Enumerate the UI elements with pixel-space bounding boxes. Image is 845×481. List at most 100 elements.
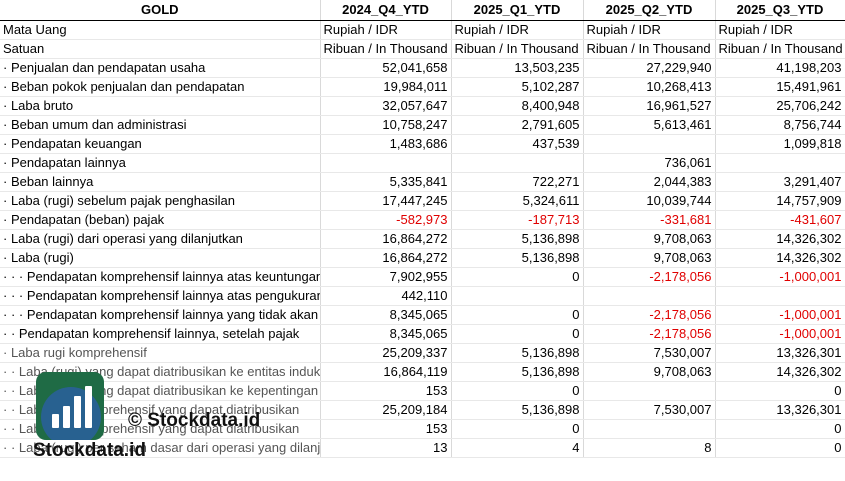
value-cell[interactable]: 10,268,413 (583, 77, 716, 97)
value-cell[interactable]: 14,326,302 (715, 362, 845, 382)
value-cell[interactable] (715, 286, 845, 306)
row-label[interactable]: · Laba (rugi) dari operasi yang dilanjut… (0, 229, 321, 249)
value-cell[interactable]: 5,613,461 (583, 115, 716, 135)
value-cell[interactable]: -1,000,001 (715, 305, 845, 325)
row-label[interactable]: · · Laba (rugi) per saham dasar dari ope… (0, 438, 321, 458)
value-cell[interactable]: 0 (451, 305, 584, 325)
row-label[interactable]: · Laba (rugi) (0, 248, 321, 268)
value-cell[interactable]: -2,178,056 (583, 267, 716, 287)
row-label[interactable]: · Penjualan dan pendapatan usaha (0, 58, 321, 78)
value-cell[interactable]: 14,326,302 (715, 248, 845, 268)
value-cell[interactable]: 7,530,007 (583, 400, 716, 420)
value-cell[interactable]: 10,758,247 (320, 115, 452, 135)
value-cell[interactable]: 2,791,605 (451, 115, 584, 135)
header-cell-period[interactable]: 2025_Q2_YTD (583, 0, 716, 21)
value-cell[interactable]: Rupiah / IDR (715, 20, 845, 40)
value-cell[interactable] (320, 153, 452, 173)
value-cell[interactable]: Ribuan / In Thousand (715, 39, 845, 59)
value-cell[interactable]: Ribuan / In Thousand (583, 39, 716, 59)
value-cell[interactable]: 25,706,242 (715, 96, 845, 116)
value-cell[interactable] (583, 134, 716, 154)
value-cell[interactable]: 9,708,063 (583, 248, 716, 268)
value-cell[interactable]: 9,708,063 (583, 229, 716, 249)
value-cell[interactable]: 0 (715, 381, 845, 401)
row-label[interactable]: · Beban umum dan administrasi (0, 115, 321, 135)
value-cell[interactable]: 0 (715, 419, 845, 439)
value-cell[interactable]: 0 (451, 324, 584, 344)
value-cell[interactable]: Ribuan / In Thousand (320, 39, 452, 59)
value-cell[interactable]: -431,607 (715, 210, 845, 230)
value-cell[interactable]: 722,271 (451, 172, 584, 192)
value-cell[interactable]: 5,136,898 (451, 229, 584, 249)
value-cell[interactable] (451, 286, 584, 306)
header-cell-ticker[interactable]: GOLD (0, 0, 321, 21)
value-cell[interactable] (583, 381, 716, 401)
value-cell[interactable]: 8,756,744 (715, 115, 845, 135)
value-cell[interactable]: 0 (451, 267, 584, 287)
value-cell[interactable]: 8,345,065 (320, 324, 452, 344)
value-cell[interactable]: -1,000,001 (715, 267, 845, 287)
value-cell[interactable]: Rupiah / IDR (451, 20, 584, 40)
row-label[interactable]: · Pendapatan keuangan (0, 134, 321, 154)
row-label[interactable]: · Beban lainnya (0, 172, 321, 192)
value-cell[interactable]: 10,039,744 (583, 191, 716, 211)
value-cell[interactable]: 17,447,245 (320, 191, 452, 211)
value-cell[interactable] (715, 153, 845, 173)
header-cell-period[interactable]: 2024_Q4_YTD (320, 0, 452, 21)
value-cell[interactable]: 0 (715, 438, 845, 458)
value-cell[interactable]: -187,713 (451, 210, 584, 230)
value-cell[interactable]: -331,681 (583, 210, 716, 230)
value-cell[interactable]: 7,530,007 (583, 343, 716, 363)
value-cell[interactable]: 7,902,955 (320, 267, 452, 287)
value-cell[interactable]: 5,136,898 (451, 248, 584, 268)
value-cell[interactable]: 4 (451, 438, 584, 458)
value-cell[interactable]: 736,061 (583, 153, 716, 173)
value-cell[interactable]: 13 (320, 438, 452, 458)
value-cell[interactable]: 5,324,611 (451, 191, 584, 211)
value-cell[interactable]: 13,326,301 (715, 343, 845, 363)
value-cell[interactable]: 16,864,272 (320, 248, 452, 268)
row-label[interactable]: · Beban pokok penjualan dan pendapatan (0, 77, 321, 97)
value-cell[interactable]: 25,209,184 (320, 400, 452, 420)
row-label[interactable]: · Pendapatan (beban) pajak (0, 210, 321, 230)
row-label[interactable]: · Laba (rugi) sebelum pajak penghasilan (0, 191, 321, 211)
row-label[interactable]: · Pendapatan lainnya (0, 153, 321, 173)
value-cell[interactable]: -2,178,056 (583, 305, 716, 325)
value-cell[interactable]: Ribuan / In Thousand (451, 39, 584, 59)
value-cell[interactable]: 27,229,940 (583, 58, 716, 78)
value-cell[interactable]: 8,345,065 (320, 305, 452, 325)
value-cell[interactable]: 13,326,301 (715, 400, 845, 420)
value-cell[interactable]: 25,209,337 (320, 343, 452, 363)
value-cell[interactable]: 16,961,527 (583, 96, 716, 116)
row-label[interactable]: · · Pendapatan komprehensif lainnya, set… (0, 324, 321, 344)
value-cell[interactable]: Rupiah / IDR (320, 20, 452, 40)
value-cell[interactable]: 19,984,011 (320, 77, 452, 97)
value-cell[interactable]: 0 (451, 419, 584, 439)
value-cell[interactable]: 14,326,302 (715, 229, 845, 249)
row-label[interactable]: · Laba bruto (0, 96, 321, 116)
value-cell[interactable]: 5,335,841 (320, 172, 452, 192)
value-cell[interactable]: 15,491,961 (715, 77, 845, 97)
value-cell[interactable]: -2,178,056 (583, 324, 716, 344)
value-cell[interactable]: 5,136,898 (451, 362, 584, 382)
value-cell[interactable]: -1,000,001 (715, 324, 845, 344)
value-cell[interactable]: 16,864,272 (320, 229, 452, 249)
value-cell[interactable] (583, 286, 716, 306)
row-label[interactable]: · · · Pendapatan komprehensif lainnya ya… (0, 305, 321, 325)
header-cell-period[interactable]: 2025_Q1_YTD (451, 0, 584, 21)
value-cell[interactable]: 153 (320, 419, 452, 439)
value-cell[interactable]: 2,044,383 (583, 172, 716, 192)
row-label[interactable]: Satuan (0, 39, 321, 59)
value-cell[interactable] (451, 153, 584, 173)
value-cell[interactable]: 9,708,063 (583, 362, 716, 382)
value-cell[interactable]: -582,973 (320, 210, 452, 230)
row-label[interactable]: · · · Pendapatan komprehensif lainnya at… (0, 286, 321, 306)
value-cell[interactable]: 5,136,898 (451, 343, 584, 363)
row-label[interactable]: Mata Uang (0, 20, 321, 40)
row-label[interactable]: · · · Pendapatan komprehensif lainnya at… (0, 267, 321, 287)
value-cell[interactable]: 1,099,818 (715, 134, 845, 154)
value-cell[interactable]: 1,483,686 (320, 134, 452, 154)
value-cell[interactable]: 32,057,647 (320, 96, 452, 116)
value-cell[interactable]: 442,110 (320, 286, 452, 306)
value-cell[interactable]: 437,539 (451, 134, 584, 154)
